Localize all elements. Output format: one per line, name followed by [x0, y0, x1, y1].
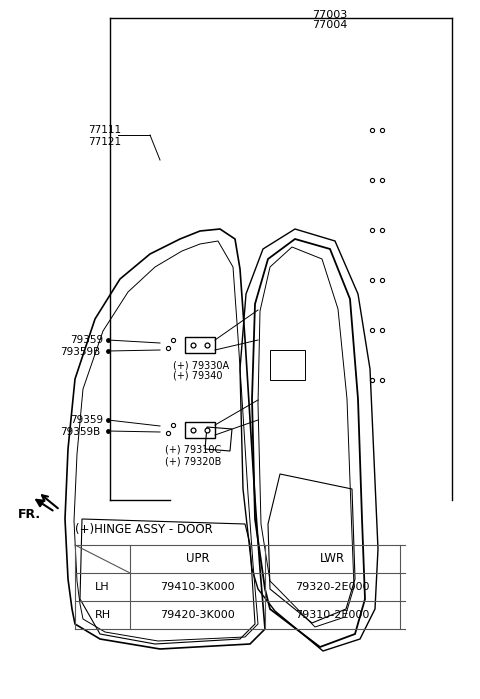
Text: (+) 79340: (+) 79340: [173, 371, 223, 381]
Text: 79359: 79359: [70, 335, 103, 345]
Bar: [270, 350, 305, 380]
Text: LWR: LWR: [320, 552, 345, 565]
Text: FR.: FR.: [18, 508, 41, 521]
Text: 77004: 77004: [312, 20, 348, 30]
Text: (+) 79320B: (+) 79320B: [165, 456, 221, 466]
Text: RH: RH: [95, 610, 110, 620]
Text: 77003: 77003: [312, 10, 348, 20]
Text: 79310-2E000: 79310-2E000: [295, 610, 370, 620]
Text: LH: LH: [95, 582, 110, 592]
Text: (+)HINGE ASSY - DOOR: (+)HINGE ASSY - DOOR: [75, 524, 213, 537]
Text: (+) 79310C: (+) 79310C: [165, 445, 221, 455]
Bar: [185, 422, 215, 438]
Text: 79359B: 79359B: [60, 347, 100, 357]
Text: 77121: 77121: [88, 137, 121, 147]
Text: (+) 79330A: (+) 79330A: [173, 360, 229, 370]
Text: 79420-3K000: 79420-3K000: [160, 610, 235, 620]
Text: 79359: 79359: [70, 415, 103, 425]
Text: UPR: UPR: [186, 552, 209, 565]
Text: 79359B: 79359B: [60, 427, 100, 437]
Bar: [185, 337, 215, 353]
Text: 79410-3K000: 79410-3K000: [160, 582, 235, 592]
Text: 77111: 77111: [88, 125, 121, 135]
Text: 79320-2E000: 79320-2E000: [295, 582, 370, 592]
